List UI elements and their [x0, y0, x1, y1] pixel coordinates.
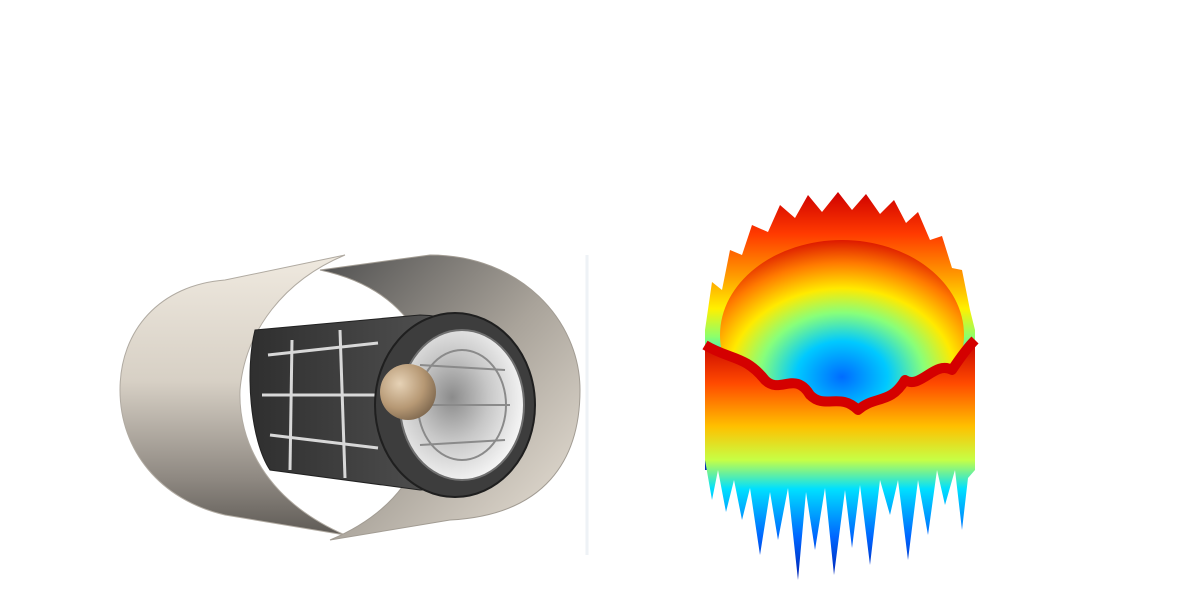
surface-front-wall	[705, 340, 975, 580]
surface-plot-illustration	[702, 192, 979, 580]
surface-front-rim	[702, 336, 979, 415]
cage-slits	[262, 329, 379, 479]
cylinder-device-illustration	[119, 254, 581, 541]
sample-sphere	[380, 364, 436, 420]
outer-shell-left	[119, 254, 346, 536]
